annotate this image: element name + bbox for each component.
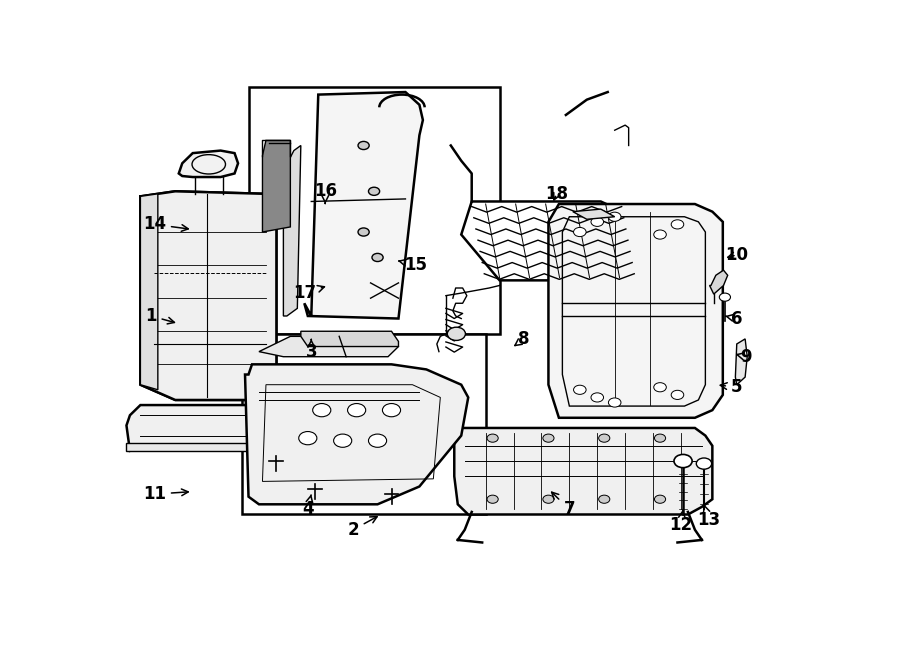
Text: 17: 17 [292, 284, 324, 302]
Circle shape [372, 253, 383, 262]
Text: 8: 8 [515, 330, 530, 348]
Polygon shape [245, 364, 468, 504]
Bar [248, 87, 500, 334]
Polygon shape [454, 428, 713, 514]
Polygon shape [259, 336, 399, 357]
Circle shape [591, 393, 604, 402]
Text: 14: 14 [143, 215, 188, 233]
Polygon shape [140, 191, 276, 400]
Text: 7: 7 [552, 492, 575, 518]
Circle shape [598, 495, 610, 503]
Circle shape [608, 212, 621, 221]
Polygon shape [301, 331, 399, 346]
Circle shape [368, 434, 387, 447]
Polygon shape [735, 339, 747, 385]
Circle shape [598, 434, 610, 442]
Text: 5: 5 [720, 378, 742, 396]
Circle shape [654, 495, 666, 503]
Circle shape [671, 390, 684, 399]
Circle shape [591, 217, 604, 227]
Polygon shape [573, 209, 615, 219]
Circle shape [358, 141, 369, 149]
Polygon shape [126, 405, 322, 451]
Text: 18: 18 [545, 185, 568, 203]
Text: 1: 1 [145, 307, 175, 325]
Circle shape [653, 383, 666, 392]
Circle shape [358, 228, 369, 236]
Circle shape [368, 187, 380, 196]
Polygon shape [709, 270, 728, 294]
Circle shape [719, 293, 731, 301]
Polygon shape [548, 204, 723, 418]
Circle shape [543, 434, 554, 442]
Polygon shape [263, 140, 291, 232]
Circle shape [299, 432, 317, 445]
Circle shape [654, 434, 666, 442]
Circle shape [573, 385, 586, 395]
Bar [241, 334, 486, 514]
Text: 2: 2 [347, 517, 377, 539]
Circle shape [573, 227, 586, 237]
Circle shape [312, 403, 331, 417]
Circle shape [347, 403, 365, 417]
Circle shape [447, 327, 465, 340]
Circle shape [653, 230, 666, 239]
Text: 6: 6 [725, 309, 742, 328]
Polygon shape [284, 145, 301, 316]
Polygon shape [304, 92, 423, 319]
Text: 9: 9 [737, 348, 751, 366]
Circle shape [382, 403, 400, 417]
Circle shape [674, 454, 692, 468]
Circle shape [487, 495, 499, 503]
Text: 11: 11 [143, 485, 188, 503]
Circle shape [671, 220, 684, 229]
Polygon shape [126, 444, 315, 451]
Polygon shape [461, 202, 639, 280]
Circle shape [608, 398, 621, 407]
Text: 15: 15 [399, 256, 427, 274]
Circle shape [697, 458, 712, 469]
Circle shape [543, 495, 554, 503]
Text: 16: 16 [314, 182, 337, 203]
Circle shape [334, 434, 352, 447]
Text: 10: 10 [725, 246, 748, 264]
Polygon shape [301, 405, 322, 444]
Text: 13: 13 [698, 505, 720, 529]
Circle shape [487, 434, 499, 442]
Text: 4: 4 [302, 495, 313, 518]
Text: 3: 3 [305, 340, 317, 361]
Polygon shape [140, 194, 158, 390]
Polygon shape [179, 151, 238, 177]
Text: 12: 12 [670, 510, 692, 533]
